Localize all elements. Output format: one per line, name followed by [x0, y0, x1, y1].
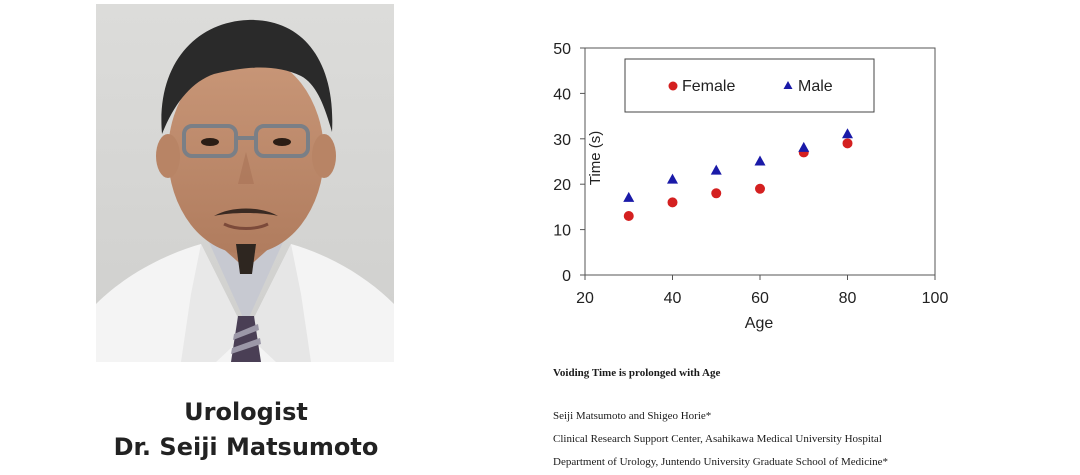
y-axis-title: Time (s) [587, 131, 604, 185]
legend-female-label: Female [682, 78, 735, 95]
chart-svg: 0 10 20 30 40 50 20 40 60 80 100 Female Male Age T… [553, 41, 948, 332]
paper-title: Voiding Time is prolonged with Age [553, 367, 721, 379]
paper-affiliation-1: Clinical Research Support Center, Asahik… [553, 433, 882, 445]
legend-male-label: Male [798, 78, 833, 95]
legend-box [624, 58, 875, 113]
legend-male-marker [783, 81, 793, 89]
x-tick-label: 40 [664, 290, 682, 307]
x-tick-label: 20 [576, 290, 594, 307]
x-axis-title: Age [745, 315, 774, 332]
y-tick-label: 30 [553, 132, 571, 149]
y-tick-label: 10 [553, 223, 571, 240]
y-tick-label: 50 [553, 41, 571, 58]
female-data-point [623, 210, 634, 221]
male-data-point [754, 155, 766, 166]
male-data-point [842, 128, 853, 139]
female-data-point [842, 138, 853, 149]
scatter-chart: 0 10 20 30 40 50 20 40 60 80 100 Female Male Age T… [530, 30, 970, 340]
chart-marks [623, 128, 853, 221]
chart-axes: 0 10 20 30 40 50 20 40 60 80 100 [553, 41, 948, 307]
paper-authors: Seiji Matsumoto and Shigeo Horie* [553, 410, 712, 422]
male-data-point [798, 141, 810, 152]
paper-affiliation-2: Department of Urology, Juntendo Universi… [553, 456, 889, 468]
x-tick-label: 80 [839, 290, 857, 307]
female-data-point [755, 183, 765, 194]
caption-role: Urologist [184, 398, 308, 426]
female-data-point [711, 188, 722, 199]
x-tick-label: 100 [922, 290, 949, 307]
y-tick-label: 0 [562, 268, 571, 285]
y-tick-label: 20 [553, 177, 571, 194]
portrait-photo [96, 4, 394, 362]
female-data-point [667, 197, 678, 208]
caption-name: Dr. Seiji Matsumoto [113, 433, 379, 461]
portrait-illustration [96, 4, 394, 362]
y-tick-label: 40 [553, 86, 571, 103]
male-data-point [623, 191, 635, 202]
x-tick-label: 60 [751, 290, 769, 307]
male-data-point [667, 173, 678, 184]
male-data-point [710, 164, 722, 175]
chart-legend: Female Male [624, 58, 875, 113]
legend-female-marker [668, 81, 678, 91]
